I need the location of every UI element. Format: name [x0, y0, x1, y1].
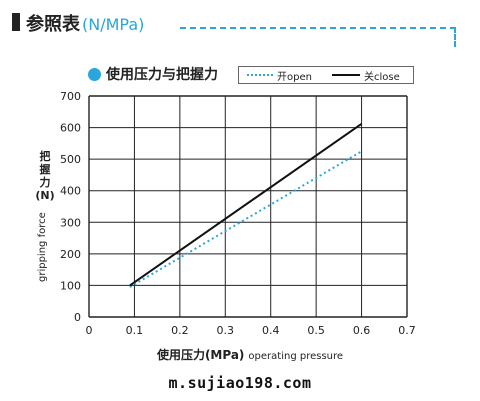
legend-swatch-close [331, 74, 360, 76]
x-tick-label: 0.6 [353, 324, 371, 337]
chart-legend: 开open 关close [238, 66, 414, 84]
y-tick-label: 500 [60, 153, 81, 166]
legend-swatch-open [247, 74, 273, 76]
legend-item-close: 关close [331, 68, 400, 83]
y-tick-label: 300 [60, 216, 81, 229]
y-tick-label: 400 [60, 185, 81, 198]
header-title-text: 参照表 [26, 14, 80, 35]
legend-item-open: 开open [247, 68, 312, 83]
header-unit: (N/MPa) [82, 15, 145, 34]
x-tick-label: 0.5 [307, 324, 325, 337]
x-axis-label-en: operating pressure [248, 351, 344, 362]
y-axis-label-unit: (N) [35, 189, 55, 202]
bullet-dot-icon [88, 67, 101, 81]
legend-label-open: 开open [277, 71, 312, 83]
chart-subtitle-text: 使用压力与把握力 [106, 67, 218, 83]
y-axis-label-zh: 把握力 [39, 150, 51, 189]
y-tick-label: 700 [60, 90, 81, 103]
x-axis-label-zh: 使用压力(MPa) [156, 348, 245, 362]
header-dash-line [180, 27, 456, 29]
y-tick-label: 0 [74, 311, 81, 324]
watermark-url: m.sujiao198.com [168, 374, 312, 392]
x-tick-label: 0 [86, 324, 93, 337]
legend-label-close: 关close [363, 71, 400, 83]
x-tick-label: 0.7 [398, 324, 416, 337]
header-dash-corner [454, 27, 456, 47]
chart-subtitle: 使用压力与把握力 [88, 64, 218, 84]
x-axis-label: 使用压力(MPa) operating pressure [0, 346, 480, 363]
y-tick-label: 100 [60, 279, 81, 292]
header-marker [12, 13, 20, 31]
series-line-close [129, 122, 363, 287]
header-title: 参照表 (N/MPa) [26, 10, 144, 36]
y-tick-label: 200 [60, 248, 81, 261]
x-tick-label: 0.4 [262, 324, 280, 337]
y-axis-label-en: gripping force [37, 212, 48, 282]
y-tick-label: 600 [60, 122, 81, 135]
x-tick-label: 0.3 [217, 324, 235, 337]
series-line-open [129, 150, 363, 288]
x-tick-label: 0.2 [171, 324, 189, 337]
x-tick-label: 0.1 [126, 324, 144, 337]
y-axis-label: 把握力 (N) [33, 150, 57, 202]
